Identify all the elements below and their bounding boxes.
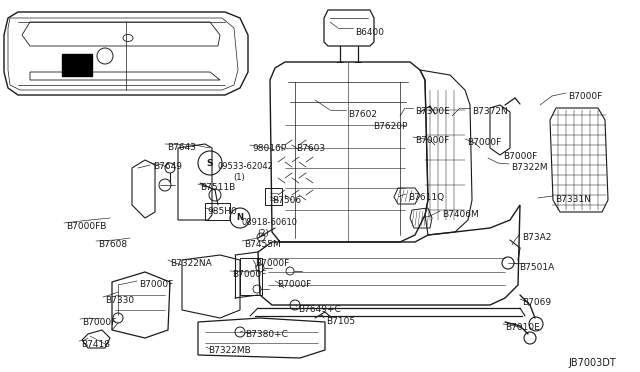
Text: B7322NA: B7322NA (170, 259, 212, 268)
Text: B7611Q: B7611Q (408, 193, 444, 202)
Text: B7506: B7506 (272, 196, 301, 205)
Text: B7000FB: B7000FB (66, 222, 106, 231)
Text: B7406M: B7406M (442, 210, 479, 219)
Text: B7602: B7602 (348, 110, 377, 119)
Text: B7322M: B7322M (511, 163, 548, 172)
Text: B7380+C: B7380+C (245, 330, 288, 339)
Bar (62, 54, 92, 76)
Text: B7069: B7069 (522, 298, 551, 307)
Text: B7511B: B7511B (200, 183, 236, 192)
Text: B7620P: B7620P (373, 122, 408, 131)
Text: B7000F: B7000F (277, 280, 311, 289)
Text: B7300E: B7300E (415, 107, 450, 116)
Text: B7000F: B7000F (568, 92, 602, 101)
Text: B7455M: B7455M (244, 240, 281, 249)
Text: B7010E: B7010E (505, 323, 540, 332)
Text: B7000F: B7000F (415, 136, 449, 145)
Text: B7643: B7643 (167, 143, 196, 152)
Text: S: S (207, 158, 213, 167)
Text: B7105: B7105 (326, 317, 355, 326)
Text: B7000F: B7000F (503, 152, 537, 161)
Text: B7322MB: B7322MB (208, 346, 251, 355)
Text: B7608: B7608 (98, 240, 127, 249)
Text: B7330: B7330 (105, 296, 134, 305)
Text: B73A2: B73A2 (522, 233, 552, 242)
Text: B7000F: B7000F (139, 280, 173, 289)
Text: JB7003DT: JB7003DT (568, 358, 616, 368)
Text: 985H0: 985H0 (207, 207, 237, 216)
Text: 98016P: 98016P (252, 144, 286, 153)
Text: B7418: B7418 (81, 340, 110, 349)
Text: N: N (237, 214, 243, 222)
Text: B7372N: B7372N (472, 107, 508, 116)
Text: B7649+C: B7649+C (298, 305, 340, 314)
Text: B7000F: B7000F (232, 270, 266, 279)
Text: B7603: B7603 (296, 144, 325, 153)
Text: (2): (2) (257, 229, 269, 238)
Text: (1): (1) (233, 173, 244, 182)
Text: B7649: B7649 (153, 162, 182, 171)
Text: B7331N: B7331N (555, 195, 591, 204)
Text: B7000F: B7000F (255, 259, 289, 268)
Text: B7000F: B7000F (467, 138, 501, 147)
Text: B7000F: B7000F (82, 318, 116, 327)
Text: 09533-62042: 09533-62042 (218, 162, 274, 171)
Text: B6400: B6400 (355, 28, 384, 37)
Text: 08918-60610: 08918-60610 (242, 218, 298, 227)
Text: B7501A: B7501A (519, 263, 554, 272)
